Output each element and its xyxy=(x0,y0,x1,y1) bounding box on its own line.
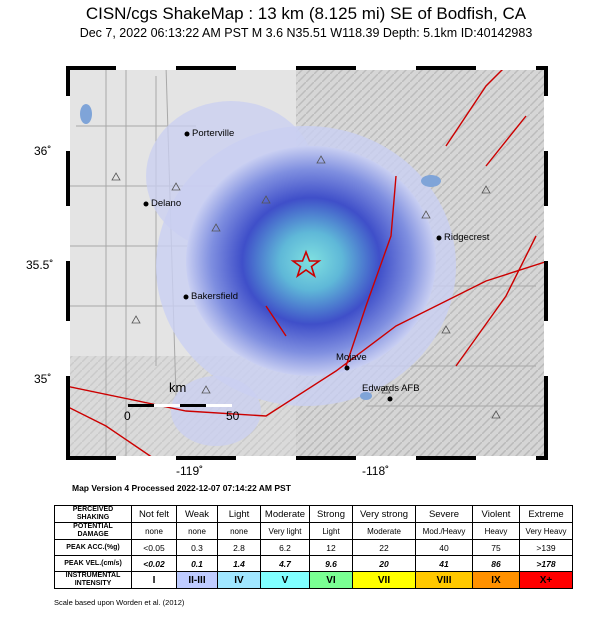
legend-cell: Weak xyxy=(176,505,218,523)
intensity-swatch: VII xyxy=(352,571,416,589)
legend-row-acc: PEAK ACC.(%g) <0.05 0.3 2.8 6.2 12 22 40… xyxy=(54,539,573,556)
lat-label-35: 35˚ xyxy=(34,372,52,386)
map-border-ticks xyxy=(66,66,548,460)
epicenter-star-icon xyxy=(290,249,322,279)
legend-cell: Moderate xyxy=(352,522,416,540)
map-canvas xyxy=(66,66,548,460)
legend-cell: 2.8 xyxy=(217,539,261,556)
legend-row-label: POTENTIAL DAMAGE xyxy=(54,522,132,540)
legend-cell: 0.3 xyxy=(176,539,218,556)
legend-cell: Strong xyxy=(309,505,353,523)
legend-cell: <0.02 xyxy=(131,555,177,572)
legend-cell: Light xyxy=(309,522,353,540)
legend-cell: Severe xyxy=(415,505,473,523)
lon-label-119: -119˚ xyxy=(176,464,204,478)
legend-cell: >178 xyxy=(519,555,573,572)
city-label-mojave: Mojave xyxy=(336,352,367,363)
legend-cell: none xyxy=(217,522,261,540)
legend-cell: Light xyxy=(217,505,261,523)
legend-cell: 0.1 xyxy=(176,555,218,572)
intensity-swatch: VI xyxy=(309,571,353,589)
map-title: CISN/cgs ShakeMap : 13 km (8.125 mi) SE … xyxy=(85,4,527,23)
intensity-swatch: V xyxy=(260,571,310,589)
intensity-swatch: I xyxy=(131,571,177,589)
legend-row-label: PERCEIVED SHAKING xyxy=(54,505,132,523)
legend-row-damage: POTENTIAL DAMAGE none none none Very lig… xyxy=(54,522,573,540)
map-version: Map Version 4 Processed 2022-12-07 07:14… xyxy=(72,483,291,493)
legend-cell: Mod./Heavy xyxy=(415,522,473,540)
legend-row-label: INSTRUMENTAL INTENSITY xyxy=(54,571,132,589)
city-label-delano: Delano xyxy=(151,198,182,209)
intensity-swatch: IV xyxy=(217,571,261,589)
shakemap-map: Porterville Delano Ridgecrest Bakersfiel… xyxy=(66,66,548,460)
legend-cell: Extreme xyxy=(519,505,573,523)
city-label-ridgecrest: Ridgecrest xyxy=(444,232,490,243)
legend-cell: Very Heavy xyxy=(519,522,573,540)
city-label-porterville: Porterville xyxy=(192,128,235,139)
seismic-stations xyxy=(111,155,501,419)
lat-label-36: 36˚ xyxy=(34,144,52,158)
legend-row-label: PEAK ACC.(%g) xyxy=(54,539,132,556)
event-subtitle: Dec 7, 2022 06:13:22 AM PST M 3.6 N35.51… xyxy=(79,26,533,40)
intensity-swatch: IX xyxy=(472,571,520,589)
legend-cell: 6.2 xyxy=(260,539,310,556)
legend-cell: 40 xyxy=(415,539,473,556)
legend-cell: 9.6 xyxy=(309,555,353,572)
legend-cell: Not felt xyxy=(131,505,177,523)
legend-cell: 1.4 xyxy=(217,555,261,572)
legend-cell: 75 xyxy=(472,539,520,556)
legend-cell: Very light xyxy=(260,522,310,540)
legend-cell: 86 xyxy=(472,555,520,572)
intensity-legend-table: PERCEIVED SHAKING Not felt Weak Light Mo… xyxy=(54,505,573,589)
intensity-swatch: X+ xyxy=(519,571,573,589)
fault-lines xyxy=(66,66,548,460)
intensity-swatch: VIII xyxy=(415,571,473,589)
legend-cell: none xyxy=(131,522,177,540)
city-label-edwards-afb: Edwards AFB xyxy=(362,383,420,394)
legend-cell: none xyxy=(176,522,218,540)
legend-cell: 12 xyxy=(309,539,353,556)
legend-cell: 22 xyxy=(352,539,416,556)
scale-bar-start: 0 xyxy=(124,409,131,423)
legend-cell: 41 xyxy=(415,555,473,572)
legend-row-intensity: INSTRUMENTAL INTENSITY I II-III IV V VI … xyxy=(54,571,573,589)
lat-label-35-5: 35.5˚ xyxy=(26,258,54,272)
legend-cell: Heavy xyxy=(472,522,520,540)
lon-label-118: -118˚ xyxy=(362,464,390,478)
intensity-swatch: II-III xyxy=(176,571,218,589)
water-bodies xyxy=(80,104,441,400)
scale-note: Scale based upon Worden et al. (2012) xyxy=(54,598,185,607)
scale-bar-end: 50 xyxy=(226,409,240,423)
city-label-bakersfield: Bakersfield xyxy=(191,291,238,302)
legend-cell: Very strong xyxy=(352,505,416,523)
legend-row-vel: PEAK VEL.(cm/s) <0.02 0.1 1.4 4.7 9.6 20… xyxy=(54,555,573,572)
city-markers xyxy=(143,131,442,402)
scale-bar xyxy=(128,404,232,407)
shaking-outer-south xyxy=(171,376,261,446)
map-border-ticks-white xyxy=(66,66,548,460)
legend-cell: Violent xyxy=(472,505,520,523)
legend-cell: >139 xyxy=(519,539,573,556)
legend-row-label: PEAK VEL.(cm/s) xyxy=(54,555,132,572)
legend-row-shaking: PERCEIVED SHAKING Not felt Weak Light Mo… xyxy=(54,505,573,523)
legend-cell: <0.05 xyxy=(131,539,177,556)
scale-bar-unit: km xyxy=(169,380,187,395)
legend-cell: 4.7 xyxy=(260,555,310,572)
legend-cell: Moderate xyxy=(260,505,310,523)
legend-cell: 20 xyxy=(352,555,416,572)
